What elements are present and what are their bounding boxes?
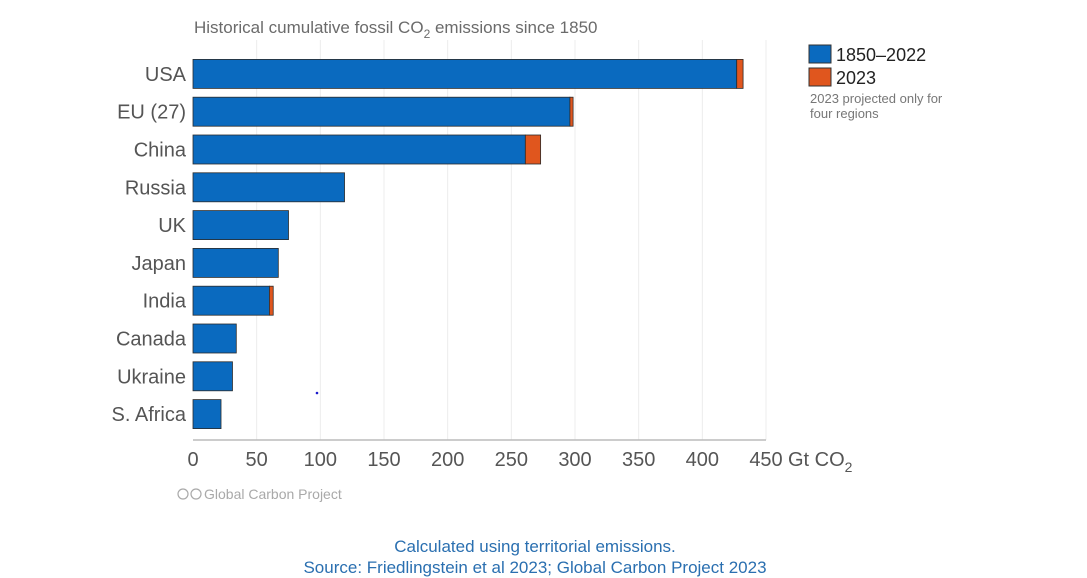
bar-historical-1 xyxy=(192,96,571,127)
chart-title: Historical cumulative fossil CO2 emissio… xyxy=(194,18,598,41)
legend: 1850–2022 2023 2023 projected only for f… xyxy=(808,44,943,121)
category-labels: USA EU (27) China Russia UK Japan India Canada U… xyxy=(112,64,187,426)
chart: Historical cumulative fossil CO2 emissio… xyxy=(112,18,943,502)
category-label: Russia xyxy=(125,177,187,199)
x-axis-unit: Gt CO2 xyxy=(788,449,853,475)
x-tick-label: 50 xyxy=(246,449,268,471)
category-label: Ukraine xyxy=(117,366,186,388)
x-tick-label: 200 xyxy=(431,449,464,471)
bar-2023-1 xyxy=(569,96,574,127)
category-label: Canada xyxy=(116,329,187,351)
bar-historical-5 xyxy=(192,247,279,278)
caption-methodology: Calculated using territorial emissions. xyxy=(394,537,676,556)
credit: Global Carbon Project xyxy=(177,486,342,502)
category-label: S. Africa xyxy=(112,404,187,426)
category-label: India xyxy=(143,291,187,313)
bar-2023-6 xyxy=(268,285,274,316)
bar-historical-9 xyxy=(192,399,222,430)
bar-historical-6 xyxy=(192,285,270,316)
category-label: Japan xyxy=(132,253,187,275)
bar-historical-7 xyxy=(192,323,237,354)
legend-note-line-1: 2023 projected only for xyxy=(810,91,943,106)
x-tick-label: 0 xyxy=(187,449,198,471)
legend-label-2023: 2023 xyxy=(836,68,876,88)
bar-historical-8 xyxy=(192,361,233,392)
legend-note-line-2: four regions xyxy=(810,106,879,121)
x-tick-label: 100 xyxy=(304,449,337,471)
category-label: USA xyxy=(145,64,187,86)
x-tick-labels: 0 50 100 150 200 250 300 350 400 450 xyxy=(187,449,782,471)
cc-icon xyxy=(177,488,189,500)
x-tick-label: 400 xyxy=(686,449,719,471)
bar-historical-2 xyxy=(192,134,526,165)
credit-text: Global Carbon Project xyxy=(204,486,342,502)
legend-label-1850-2022: 1850–2022 xyxy=(836,45,926,65)
bar-historical-4 xyxy=(192,210,289,241)
bar-2023-0 xyxy=(736,59,744,89)
stray-dot xyxy=(315,391,319,395)
caption-source: Source: Friedlingstein et al 2023; Globa… xyxy=(303,558,767,577)
x-tick-label: 350 xyxy=(622,449,655,471)
category-label: UK xyxy=(158,215,186,237)
x-tick-label: 450 xyxy=(749,449,782,471)
legend-swatch-1850-2022 xyxy=(808,44,832,64)
x-tick-label: 250 xyxy=(495,449,528,471)
by-icon xyxy=(190,488,202,500)
bars xyxy=(192,59,744,430)
bar-2023-2 xyxy=(524,134,542,165)
legend-swatch-2023 xyxy=(808,67,832,87)
x-tick-label: 300 xyxy=(558,449,591,471)
x-tick-label: 150 xyxy=(367,449,400,471)
category-label: China xyxy=(134,140,187,162)
category-label: EU (27) xyxy=(117,102,186,124)
bar-historical-0 xyxy=(192,59,738,89)
bar-historical-3 xyxy=(192,172,345,203)
